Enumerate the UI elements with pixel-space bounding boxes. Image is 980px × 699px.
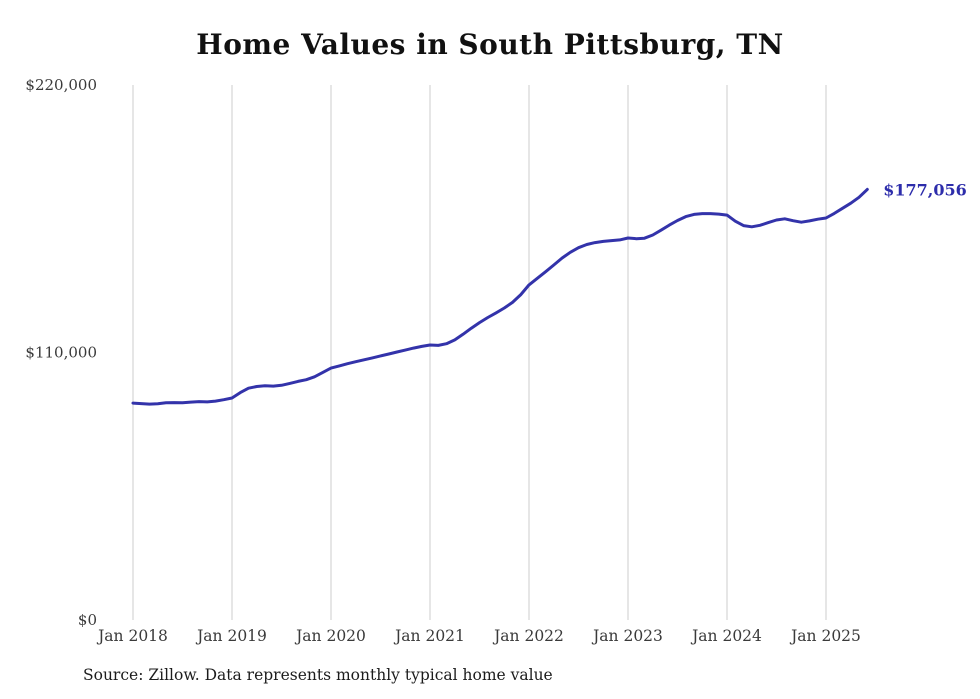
- y-axis-tick-label: $220,000: [25, 76, 97, 94]
- chart-title: Home Values in South Pittsburg, TN: [196, 28, 784, 61]
- y-axis-tick-label: $0: [78, 611, 97, 629]
- x-axis-tick-label: Jan 2021: [393, 627, 465, 645]
- home-value-line: [131, 187, 869, 406]
- x-axis-tick-label: Jan 2023: [591, 627, 663, 645]
- end-value-label: $177,056: [883, 180, 967, 199]
- x-axis-tick-label: Jan 2022: [492, 627, 564, 645]
- y-axis-tick-label: $110,000: [25, 344, 97, 362]
- x-axis-tick-label: Jan 2020: [294, 627, 366, 645]
- x-axis-tick-label: Jan 2025: [789, 627, 861, 645]
- x-axis-tick-label: Jan 2019: [195, 627, 267, 645]
- x-axis-tick-label: Jan 2024: [690, 627, 762, 645]
- source-note: Source: Zillow. Data represents monthly …: [83, 666, 553, 684]
- x-axis-tick-label: Jan 2018: [96, 627, 168, 645]
